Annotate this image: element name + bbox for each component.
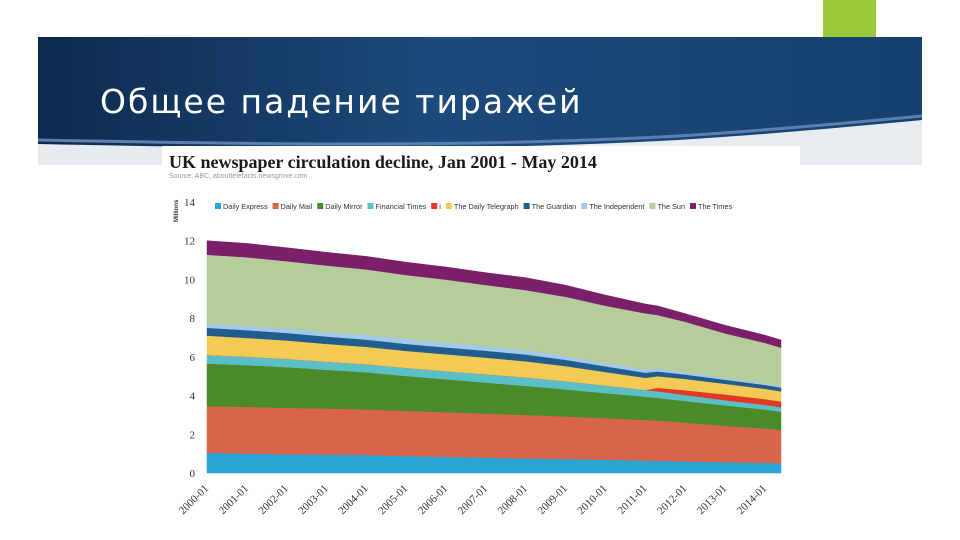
- legend-swatch: [272, 203, 279, 209]
- legend-swatch: [523, 203, 530, 209]
- legend-label: Daily Mail: [281, 202, 313, 211]
- y-tick-label: 2: [190, 429, 196, 441]
- y-axis-label: Millions: [174, 199, 180, 222]
- legend-label: The Daily Telegraph: [454, 202, 519, 211]
- y-tick-label: 10: [184, 274, 196, 286]
- slide-title: Общее падение тиражей: [100, 82, 583, 121]
- legend-label: Financial Times: [376, 202, 427, 211]
- legend-label: The Sun: [657, 202, 685, 211]
- area-layers: [206, 240, 782, 474]
- x-tick-label: 2000-01: [177, 483, 211, 517]
- y-tick-label: 12: [184, 236, 195, 248]
- y-axis-ticks: 0 2 4 6 8 10 12 14: [184, 197, 196, 480]
- x-tick-label: 2008-01: [496, 483, 530, 517]
- x-tick-label: 2007-01: [456, 483, 490, 517]
- x-tick-label: 2011-01: [615, 483, 649, 517]
- x-tick-label: 2014-01: [735, 483, 769, 517]
- x-tick-label: 2009-01: [536, 483, 570, 517]
- chart-legend: Daily Express Daily Mail Daily Mirror Finan…: [215, 202, 732, 211]
- x-axis-ticks: 2000-01 2001-01 2002-01 2003-01 2004-01 2005-…: [177, 483, 770, 517]
- legend-swatch: [215, 203, 221, 209]
- y-tick-label: 8: [190, 313, 196, 325]
- x-tick-label: 2002-01: [256, 483, 290, 517]
- x-tick-label: 2005-01: [376, 483, 410, 517]
- x-tick-label: 2003-01: [296, 483, 330, 517]
- legend-label: The Guardian: [532, 202, 577, 211]
- chart-title: UK newspaper circulation decline, Jan 20…: [169, 152, 597, 172]
- legend-label: Daily Mirror: [325, 202, 363, 211]
- y-tick-label: 6: [190, 352, 196, 364]
- legend-swatch: [581, 203, 588, 209]
- legend-swatch: [367, 203, 374, 209]
- legend-swatch: [445, 203, 452, 209]
- y-tick-label: 14: [184, 197, 196, 209]
- legend-swatch: [649, 203, 656, 209]
- y-tick-label: 0: [190, 468, 196, 480]
- y-tick-label: 4: [190, 391, 196, 403]
- legend-label: The Independent: [589, 202, 644, 211]
- legend-label: Daily Express: [223, 202, 268, 211]
- area-the-times: [206, 240, 782, 348]
- chart-source: Source: ABC, abouttelefacts.newsgrove.co…: [169, 173, 308, 180]
- x-tick-label: 2013-01: [695, 483, 729, 517]
- legend-swatch: [690, 203, 697, 209]
- x-tick-label: 2004-01: [336, 483, 370, 517]
- legend-swatch: [317, 203, 324, 209]
- x-tick-label: 2012-01: [655, 483, 689, 517]
- x-tick-label: 2010-01: [575, 483, 609, 517]
- legend-swatch: [431, 203, 438, 209]
- x-tick-label: 2006-01: [416, 483, 450, 517]
- legend-label: The Times: [698, 202, 732, 211]
- legend-label: i: [439, 202, 441, 211]
- x-tick-label: 2001-01: [217, 483, 251, 517]
